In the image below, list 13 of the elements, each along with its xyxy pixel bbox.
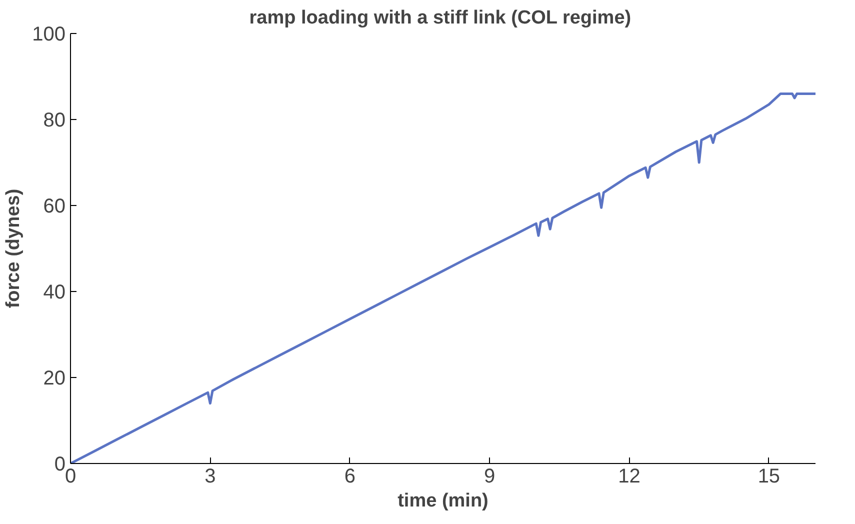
- y-tick-label: 20: [43, 368, 66, 390]
- y-tick-label: 60: [43, 196, 66, 218]
- x-tick-label: 9: [484, 466, 496, 488]
- chart-title: ramp loading with a stiff link (COL regime): [249, 8, 632, 28]
- y-axis-title: force (dynes): [3, 188, 24, 308]
- x-axis-title: time (min): [398, 490, 488, 512]
- y-tick-label: 80: [43, 110, 66, 132]
- x-tick-label: 3: [204, 466, 216, 488]
- y-tick-label: 40: [43, 282, 66, 304]
- x-tick-label: 15: [758, 466, 780, 488]
- x-tick-label: 12: [618, 466, 640, 488]
- y-tick-label: 100: [32, 24, 66, 46]
- x-tick-label: 6: [344, 466, 356, 488]
